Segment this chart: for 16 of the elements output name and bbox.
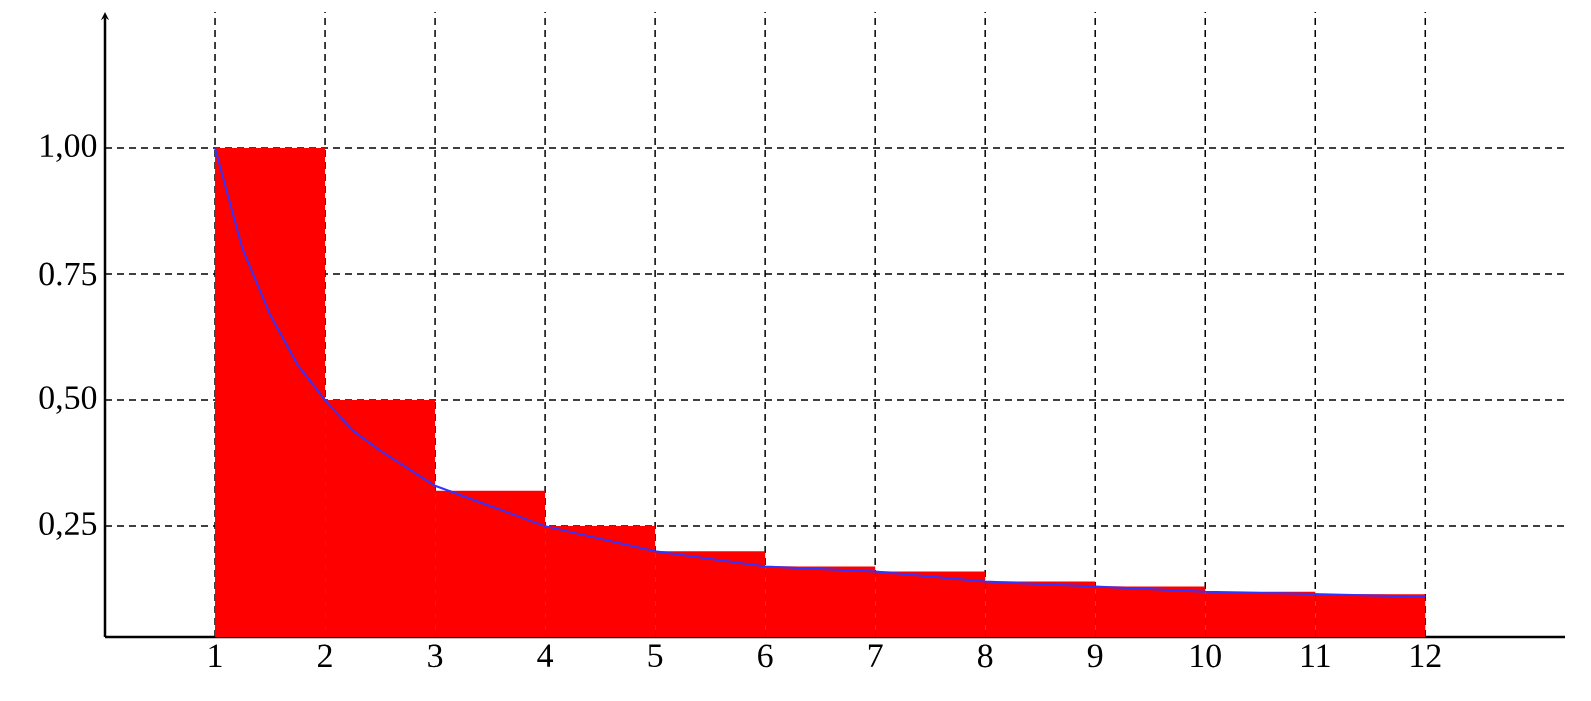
x-tick-label: 9 bbox=[1087, 644, 1103, 668]
x-tick-label: 12 bbox=[1411, 644, 1441, 667]
y-tick-label: 0,25 bbox=[39, 512, 97, 540]
x-tick-label: 5 bbox=[648, 644, 663, 668]
x-tick-label: 1 bbox=[209, 644, 222, 667]
y-tick-label: 0,50 bbox=[39, 386, 97, 414]
x-tick-label: 7 bbox=[868, 644, 883, 667]
x-tick-label: 4 bbox=[537, 644, 554, 667]
x-tick-label: 2 bbox=[318, 644, 332, 667]
x-tick-label: 11 bbox=[1301, 644, 1330, 667]
x-tick-label: 10 bbox=[1191, 644, 1221, 668]
y-tick-label: 1,00 bbox=[41, 134, 97, 162]
y-tick-label: 0.75 bbox=[39, 262, 97, 286]
x-tick-label: 3 bbox=[428, 644, 443, 668]
x-tick-label: 8 bbox=[978, 644, 993, 668]
x-tick-label: 6 bbox=[758, 644, 773, 668]
